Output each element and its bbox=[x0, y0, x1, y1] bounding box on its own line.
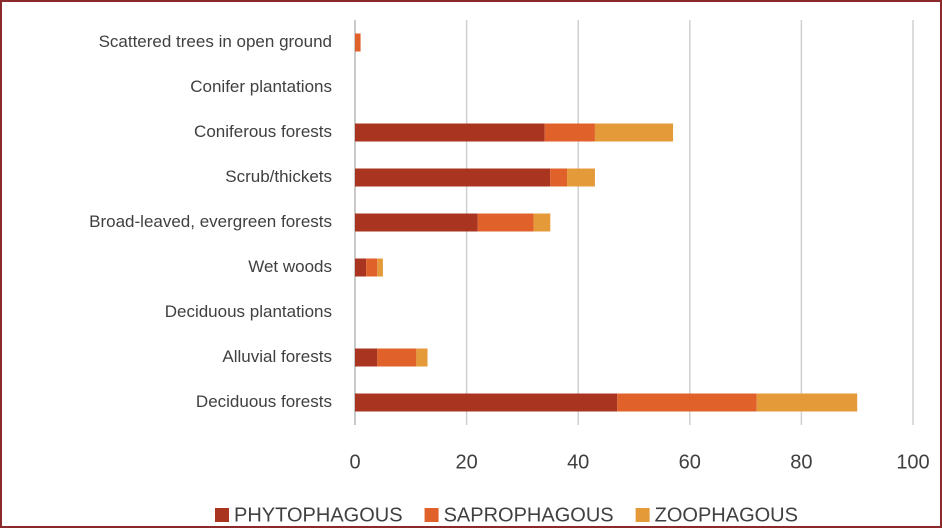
bar-segment bbox=[355, 393, 618, 412]
bar-segment bbox=[355, 258, 367, 277]
y-tick-label: Coniferous forests bbox=[194, 122, 332, 141]
y-tick-label: Scattered trees in open ground bbox=[99, 32, 332, 51]
y-tick-label: Deciduous plantations bbox=[165, 302, 332, 321]
bar-segment bbox=[355, 213, 478, 232]
bar-segment bbox=[477, 213, 534, 232]
bar-segment bbox=[544, 123, 595, 142]
legend-swatch bbox=[424, 508, 439, 522]
x-tick-label: 0 bbox=[349, 451, 360, 473]
y-tick-label: Broad-leaved, evergreen forests bbox=[89, 212, 332, 231]
legend-label: PHYTOPHAGOUS bbox=[234, 504, 403, 526]
bar-segment bbox=[594, 123, 674, 142]
bar-segment bbox=[377, 348, 417, 367]
legend-swatch bbox=[635, 508, 650, 522]
bar-segment bbox=[355, 33, 361, 52]
legend-label: SAPROPHAGOUS bbox=[444, 504, 614, 526]
bar-segment bbox=[617, 393, 757, 412]
y-tick-label: Scrub/thickets bbox=[225, 167, 332, 186]
legend-swatch bbox=[215, 508, 229, 522]
x-tick-label: 80 bbox=[790, 451, 812, 473]
y-tick-label: Conifer plantations bbox=[190, 77, 332, 96]
bar-segment bbox=[416, 348, 428, 367]
y-tick-label: Alluvial forests bbox=[222, 347, 332, 366]
bar-segment bbox=[533, 213, 551, 232]
bar-segment bbox=[355, 123, 545, 142]
y-tick-label: Wet woods bbox=[248, 257, 332, 276]
bar-segment bbox=[355, 348, 378, 367]
legend-label: ZOOPHAGOUS bbox=[655, 504, 798, 526]
x-tick-label: 40 bbox=[567, 451, 589, 473]
bar-segment bbox=[567, 168, 595, 187]
bar-segment bbox=[377, 258, 383, 277]
x-tick-label: 20 bbox=[455, 451, 477, 473]
x-tick-label: 60 bbox=[679, 451, 701, 473]
bar-segment bbox=[550, 168, 568, 187]
x-tick-label: 100 bbox=[896, 451, 929, 473]
y-tick-label: Deciduous forests bbox=[196, 392, 332, 411]
bar-segment bbox=[355, 168, 551, 187]
bar-segment bbox=[756, 393, 858, 412]
bar-segment bbox=[366, 258, 378, 277]
